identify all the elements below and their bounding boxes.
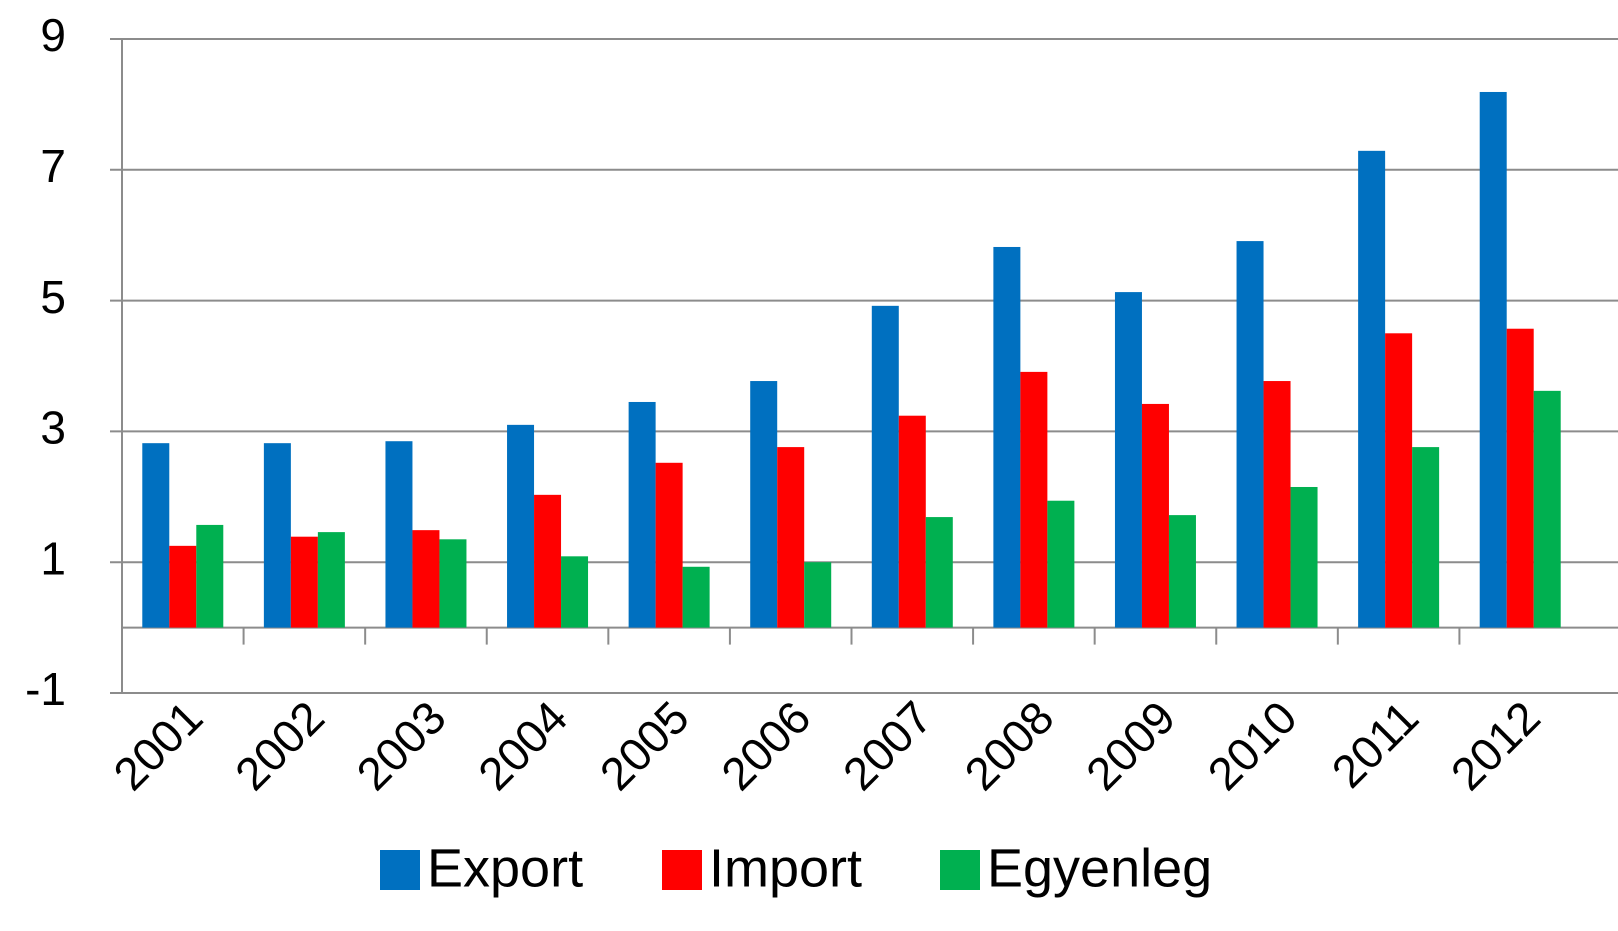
legend-swatch bbox=[662, 850, 702, 890]
legend-label: Import bbox=[709, 838, 862, 898]
x-tick-label: 2007 bbox=[833, 691, 942, 800]
x-tick-label: 2012 bbox=[1441, 691, 1550, 800]
bar bbox=[777, 447, 805, 628]
bar bbox=[1263, 381, 1291, 628]
bar bbox=[1114, 292, 1142, 628]
bar bbox=[1358, 150, 1386, 628]
x-tick-label: 2011 bbox=[1322, 691, 1429, 798]
bar bbox=[290, 536, 318, 628]
x-tick-label: 2009 bbox=[1076, 691, 1185, 800]
bar bbox=[655, 462, 683, 628]
bar bbox=[925, 517, 953, 628]
bar bbox=[1385, 333, 1413, 628]
bar bbox=[804, 562, 832, 628]
bar bbox=[898, 415, 926, 628]
bar bbox=[169, 545, 197, 628]
y-tick-label: 5 bbox=[40, 271, 66, 323]
bar bbox=[993, 246, 1021, 628]
bar bbox=[1141, 403, 1169, 628]
bar bbox=[1412, 447, 1440, 628]
bar bbox=[750, 381, 778, 628]
bar bbox=[196, 524, 224, 628]
x-tick-label: 2006 bbox=[711, 691, 820, 800]
bar bbox=[1047, 500, 1075, 628]
y-tick-label: 9 bbox=[40, 9, 66, 61]
x-tick-label: 2001 bbox=[103, 691, 212, 800]
x-tick-label: 2008 bbox=[954, 691, 1063, 800]
y-tick-label: -1 bbox=[25, 663, 66, 715]
bar bbox=[682, 566, 710, 628]
bar bbox=[1236, 241, 1264, 628]
bar bbox=[561, 556, 589, 628]
legend-swatch bbox=[940, 850, 980, 890]
legend-label: Egyenleg bbox=[987, 838, 1212, 898]
bar bbox=[1533, 390, 1561, 628]
bar bbox=[1168, 515, 1196, 628]
bar bbox=[1290, 486, 1318, 628]
y-tick-label: 7 bbox=[40, 140, 66, 192]
bar bbox=[142, 443, 170, 628]
y-tick-label: 1 bbox=[40, 532, 66, 584]
x-tick-label: 2003 bbox=[346, 691, 455, 800]
bar bbox=[871, 305, 899, 628]
x-tick-label: 2005 bbox=[590, 691, 699, 800]
x-tick-label: 2010 bbox=[1198, 691, 1307, 800]
x-tick-label: 2002 bbox=[225, 691, 334, 800]
bar bbox=[628, 401, 656, 628]
y-tick-label: 3 bbox=[40, 402, 66, 454]
bar bbox=[1479, 91, 1507, 628]
legend-swatch bbox=[380, 850, 420, 890]
bar bbox=[263, 443, 291, 628]
bar bbox=[317, 532, 345, 628]
bar bbox=[1020, 371, 1048, 628]
bar bbox=[385, 441, 413, 628]
bar bbox=[412, 530, 440, 628]
bar bbox=[507, 424, 535, 628]
bar bbox=[1506, 328, 1534, 628]
bar bbox=[534, 494, 562, 628]
x-tick-label: 2004 bbox=[468, 691, 577, 800]
legend-label: Export bbox=[427, 838, 583, 898]
bar bbox=[439, 539, 467, 628]
